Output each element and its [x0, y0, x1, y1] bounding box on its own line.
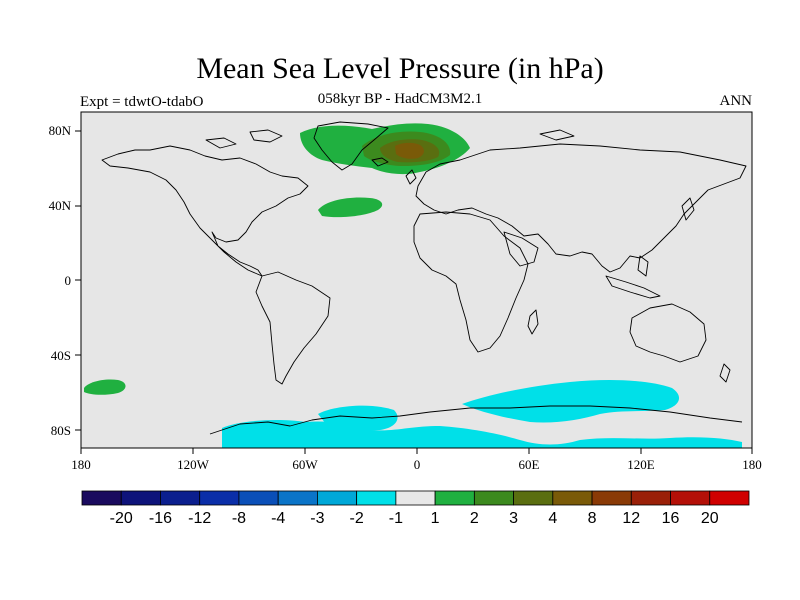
colorbar-label: 2 [470, 510, 479, 527]
colorbar-swatch [709, 490, 750, 506]
colorbar-label: 16 [662, 510, 680, 527]
colorbar: -20 -16 -12 -8 -4 -3 -2 -1 1 2 3 4 8 12 16 20 [81, 490, 750, 527]
colorbar-label: 20 [701, 510, 719, 527]
y-tick-0: 0 [65, 273, 72, 288]
colorbar-swatch [473, 490, 514, 506]
positive-anomaly-north-atlantic-4 [395, 142, 424, 159]
x-tick-180w: 180 [71, 457, 91, 472]
colorbar-label: -3 [310, 510, 324, 527]
colorbar-swatch [630, 490, 671, 506]
colorbar-label: -12 [188, 510, 211, 527]
colorbar-label: -8 [232, 510, 246, 527]
negative-anomaly-ross-sea [250, 430, 300, 448]
x-tick-60e: 60E [519, 457, 540, 472]
colorbar-swatch [395, 490, 436, 506]
colorbar-label: -1 [389, 510, 403, 527]
colorbar-swatch [670, 490, 711, 506]
x-tick-60w: 60W [292, 457, 318, 472]
colorbar-swatch [160, 490, 201, 506]
colorbar-label: -2 [350, 510, 364, 527]
colorbar-swatch [434, 490, 475, 506]
coastlines [101, 121, 747, 435]
experiment-label: Expt = tdwtO-tdabO [80, 94, 204, 110]
map-title: Mean Sea Level Pressure (in hPa) [196, 52, 604, 85]
colorbar-swatch [120, 490, 161, 506]
axis-ticks [75, 130, 753, 454]
colorbar-swatch [199, 490, 240, 506]
y-tick-80n: 80N [49, 123, 72, 138]
map-subtitle: 058kyr BP - HadCM3M2.1 [317, 91, 483, 107]
negative-anomaly-southern-ocean-main [462, 380, 680, 423]
y-tick-40n: 40N [49, 198, 72, 213]
colorbar-swatch [356, 490, 397, 506]
colorbar-swatch [552, 490, 593, 506]
colorbar-label: 3 [509, 510, 518, 527]
x-tick-120e: 120E [627, 457, 655, 472]
x-tick-180e: 180 [742, 457, 762, 472]
colorbar-label: -20 [110, 510, 133, 527]
y-tick-80s: 80S [51, 423, 71, 438]
colorbar-swatch [513, 490, 554, 506]
colorbar-swatch [238, 490, 279, 506]
x-tick-0: 0 [414, 457, 421, 472]
negative-anomaly-antarctic-coast [222, 420, 742, 448]
x-tick-120w: 120W [177, 457, 210, 472]
positive-anomaly-mid-atlantic [318, 197, 383, 218]
colorbar-label: -16 [149, 510, 172, 527]
colorbar-label: 8 [588, 510, 597, 527]
colorbar-label: 1 [431, 510, 440, 527]
colorbar-label: 12 [622, 510, 640, 527]
colorbar-swatch [317, 490, 358, 506]
y-tick-40s: 40S [51, 348, 71, 363]
colorbar-swatch [81, 490, 122, 506]
colorbar-swatch [277, 490, 318, 506]
season-label: ANN [719, 93, 753, 109]
colorbar-label: -4 [271, 510, 285, 527]
colorbar-swatch [591, 490, 632, 506]
positive-anomaly-south-pacific [84, 379, 126, 395]
colorbar-label: 4 [548, 510, 557, 527]
